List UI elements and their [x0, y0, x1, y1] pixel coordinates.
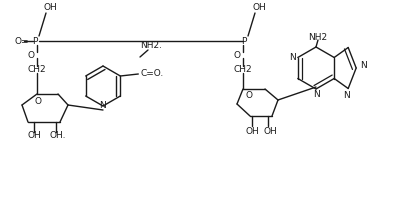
Text: C=O.: C=O. [140, 69, 164, 78]
Text: OH: OH [43, 3, 57, 12]
Text: O: O [245, 92, 252, 101]
Text: O=: O= [14, 37, 28, 45]
Text: OH: OH [252, 3, 266, 12]
Text: O: O [233, 51, 240, 60]
Text: N: N [289, 53, 296, 62]
Text: OH: OH [245, 126, 259, 135]
Text: NH2.: NH2. [140, 41, 162, 51]
Text: CH2: CH2 [233, 64, 252, 73]
Text: P: P [241, 37, 247, 45]
Text: OH: OH [27, 132, 41, 141]
Text: OH.: OH. [50, 132, 66, 141]
Text: N: N [360, 61, 367, 71]
Text: N: N [313, 90, 319, 99]
Text: P: P [32, 37, 38, 45]
Text: O: O [35, 98, 42, 106]
Text: OH: OH [263, 126, 277, 135]
Text: CH2: CH2 [27, 64, 46, 73]
Text: NH2: NH2 [308, 32, 328, 41]
Text: N: N [343, 91, 350, 100]
Text: O: O [28, 51, 35, 60]
Text: N: N [99, 102, 105, 111]
